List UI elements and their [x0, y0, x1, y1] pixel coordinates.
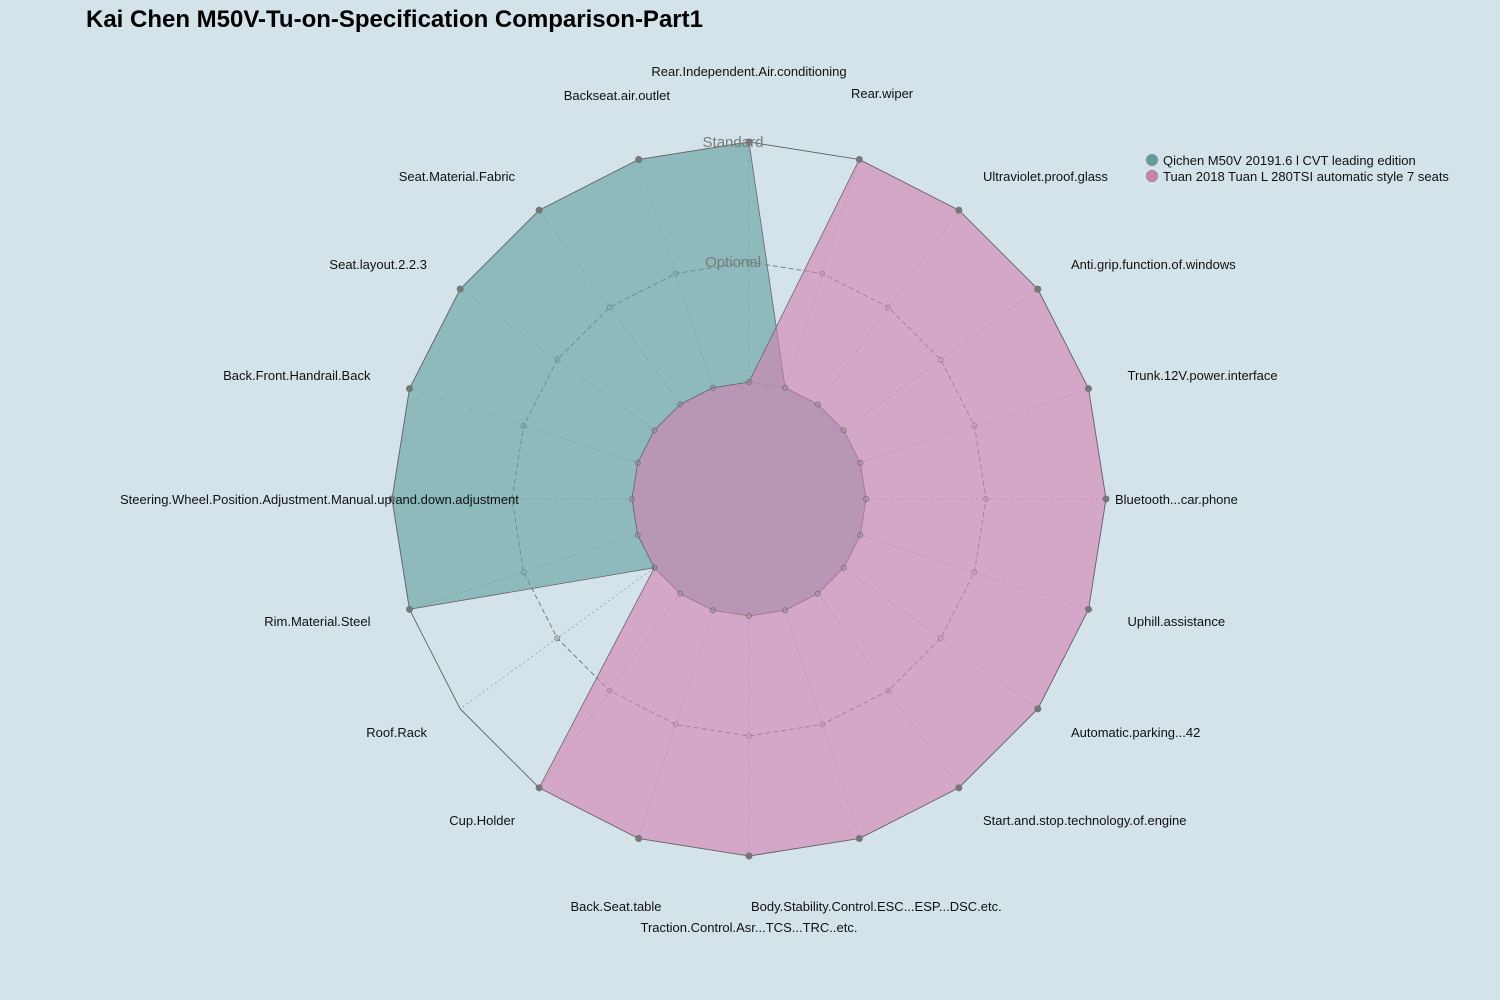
- series-2-point-14: [651, 564, 658, 571]
- category-label-5: Trunk.12V.power.interface: [1128, 368, 1278, 383]
- series-2-point-18: [651, 427, 658, 434]
- series-1-point-16: [388, 495, 396, 503]
- series-2-point-1: [746, 379, 752, 385]
- category-label-13: Cup.Holder: [449, 813, 515, 828]
- legend-entry-2: Tuan 2018 Tuan L 280TSI automatic style …: [1146, 168, 1449, 184]
- series-2-point-5: [1085, 385, 1093, 393]
- series-1-point-20: [635, 155, 643, 163]
- category-label-10: Body.Stability.Control.ESC...ESP...DSC.e…: [751, 899, 1002, 914]
- series-1-point-4: [840, 427, 847, 434]
- legend: Qichen M50V 20191.6 l CVT leading editio…: [1146, 152, 1449, 184]
- category-label-12: Back.Seat.table: [570, 899, 661, 914]
- series-1-point-17: [405, 385, 413, 393]
- category-label-4: Anti.grip.function.of.windows: [1071, 257, 1236, 272]
- chart-title: Kai Chen M50V-Tu-on-Specification Compar…: [86, 6, 703, 33]
- level-marker-14: [554, 635, 561, 642]
- series-1-point-15: [405, 605, 413, 613]
- category-label-14: Roof.Rack: [366, 725, 427, 740]
- series-2-point-7: [1085, 605, 1093, 613]
- category-label-16: Steering.Wheel.Position.Adjustment.Manua…: [120, 492, 519, 507]
- radar-labels: Optional Standard Rear.Independent.Air.con…: [120, 64, 1278, 935]
- series-1-point-9: [814, 590, 821, 597]
- series-2-point-6: [1102, 495, 1110, 503]
- category-label-9: Start.and.stop.technology.of.engine: [983, 813, 1187, 828]
- series-1-point-2: [782, 384, 789, 391]
- series-1-point-10: [782, 607, 789, 614]
- series-1-point-1: [745, 138, 753, 146]
- legend-swatch-2: [1146, 170, 1158, 182]
- level-label-1: Optional: [705, 254, 761, 271]
- series-2-point-12: [635, 835, 643, 843]
- series-2-point-2: [855, 155, 863, 163]
- category-label-18: Seat.layout.2.2.3: [329, 257, 427, 272]
- category-label-2: Rear.wiper: [851, 86, 914, 101]
- category-label-17: Back.Front.Handrail.Back: [223, 368, 371, 383]
- legend-label-2: Tuan 2018 Tuan L 280TSI automatic style …: [1163, 168, 1449, 184]
- legend-entry-1: Qichen M50V 20191.6 l CVT leading editio…: [1146, 152, 1449, 168]
- series-1-point-12: [709, 607, 716, 614]
- legend-label-1: Qichen M50V 20191.6 l CVT leading editio…: [1163, 152, 1416, 168]
- series-2-point-10: [855, 835, 863, 843]
- legend-swatch-1: [1146, 154, 1158, 166]
- series-2-point-3: [955, 206, 963, 214]
- category-label-7: Uphill.assistance: [1128, 614, 1226, 629]
- series-2-point-16: [629, 496, 635, 502]
- radar-series: [388, 138, 1110, 860]
- category-label-19: Seat.Material.Fabric: [399, 169, 516, 184]
- series-1-point-18: [456, 285, 464, 293]
- series-1-point-3: [814, 401, 821, 408]
- category-label-6: Bluetooth...car.phone: [1115, 492, 1238, 507]
- category-label-3: Ultraviolet.proof.glass: [983, 169, 1108, 184]
- category-label-20: Backseat.air.outlet: [564, 88, 671, 103]
- series-1-point-6: [863, 496, 869, 502]
- series-2-point-15: [634, 532, 641, 539]
- category-label-1: Rear.Independent.Air.conditioning: [651, 64, 846, 79]
- grid-axis-14: [459, 567, 655, 710]
- category-label-8: Automatic.parking...42: [1071, 725, 1200, 740]
- series-1-point-19: [535, 206, 543, 214]
- series-2-point-9: [955, 784, 963, 792]
- series-2-point-11: [745, 852, 753, 860]
- series-1-point-13: [677, 590, 684, 597]
- series-2-point-4: [1034, 285, 1042, 293]
- series-2-point-20: [709, 384, 716, 391]
- series-1-point-8: [840, 564, 847, 571]
- series-2-point-17: [634, 459, 641, 466]
- series-1-point-5: [857, 459, 864, 466]
- series-2-point-19: [677, 401, 684, 408]
- series-2-point-13: [535, 784, 543, 792]
- series-2-point-8: [1034, 705, 1042, 713]
- level-label-2: Standard: [703, 134, 764, 151]
- series-1-point-11: [746, 613, 752, 619]
- category-label-11: Traction.Control.Asr...TCS...TRC..etc.: [641, 920, 858, 935]
- category-label-15: Rim.Material.Steel: [264, 614, 370, 629]
- series-1-point-7: [857, 532, 864, 539]
